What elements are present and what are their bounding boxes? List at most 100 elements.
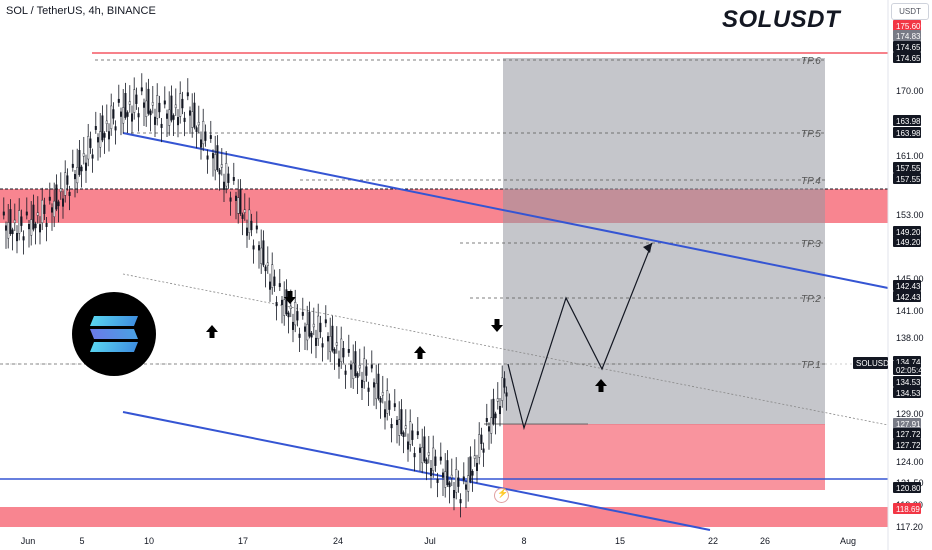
candle-body bbox=[260, 247, 263, 264]
candle-body bbox=[453, 490, 456, 499]
candle-body bbox=[218, 169, 221, 175]
candle-body bbox=[94, 126, 97, 130]
price-label-text: 163.98 bbox=[896, 129, 921, 138]
candle-body bbox=[147, 88, 150, 114]
candle-body bbox=[264, 266, 267, 272]
candle-body bbox=[411, 430, 414, 440]
candle-body bbox=[315, 337, 318, 346]
price-label-text: 163.98 bbox=[896, 117, 921, 126]
candle-body bbox=[255, 225, 258, 230]
time-tick-label: Jun bbox=[21, 536, 36, 546]
candle-body bbox=[402, 432, 405, 437]
candle-body bbox=[398, 419, 401, 436]
candle-body bbox=[197, 121, 200, 126]
candle-body bbox=[195, 127, 198, 132]
price-tick-label: 145.00 bbox=[896, 274, 924, 284]
candle-body bbox=[439, 456, 442, 461]
candle-body bbox=[448, 482, 451, 488]
candle-body bbox=[174, 104, 177, 108]
candle-body bbox=[482, 448, 485, 453]
candle-body bbox=[80, 166, 83, 172]
candle-body bbox=[20, 216, 23, 226]
candle-body bbox=[239, 189, 242, 214]
candle-body bbox=[18, 210, 21, 234]
price-tick-label: 129.00 bbox=[896, 409, 924, 419]
candle-body bbox=[335, 342, 338, 346]
candle-body bbox=[9, 209, 12, 234]
candle-body bbox=[110, 105, 113, 129]
candle-body bbox=[496, 398, 499, 402]
candle-body bbox=[358, 365, 361, 369]
candle-body bbox=[149, 110, 152, 116]
candle-body bbox=[432, 447, 435, 471]
candle-body bbox=[202, 120, 205, 145]
candle-body bbox=[308, 311, 311, 337]
candle-body bbox=[419, 447, 422, 453]
candle-body bbox=[377, 373, 380, 399]
candle-body bbox=[296, 311, 299, 321]
candle-body bbox=[379, 398, 382, 403]
candle-body bbox=[490, 417, 493, 434]
candle-body bbox=[459, 499, 462, 504]
candle-body bbox=[64, 172, 67, 196]
price-label-tag bbox=[893, 439, 921, 450]
candle-body bbox=[39, 224, 42, 233]
candle-body bbox=[168, 109, 171, 126]
price-label-tag bbox=[893, 115, 921, 126]
candle-body bbox=[176, 117, 179, 126]
candle-body bbox=[250, 220, 253, 231]
candle-body bbox=[269, 281, 272, 290]
candle-body bbox=[494, 413, 497, 419]
price-label-tag bbox=[893, 127, 921, 138]
candle-body bbox=[292, 321, 295, 330]
candle-body bbox=[462, 476, 465, 481]
candle-body bbox=[396, 419, 399, 426]
candle-body bbox=[206, 155, 209, 160]
price-label-text: 02:05:40 bbox=[896, 366, 928, 375]
candle-body bbox=[384, 409, 387, 418]
candle-body bbox=[91, 154, 94, 159]
candle-body bbox=[356, 373, 359, 378]
candle-body bbox=[124, 93, 127, 118]
candle-body bbox=[317, 315, 320, 339]
candle-body bbox=[68, 191, 71, 196]
price-label-text: 142.43 bbox=[896, 293, 921, 302]
price-label-text: 157.55 bbox=[896, 164, 921, 173]
price-label-text: 142.43 bbox=[896, 282, 921, 291]
lightning-icon[interactable] bbox=[494, 488, 509, 503]
candle-body bbox=[434, 456, 437, 466]
time-tick-label: 24 bbox=[333, 536, 343, 546]
candle-body bbox=[183, 117, 186, 122]
candle-body bbox=[53, 200, 56, 217]
candle-body bbox=[28, 223, 31, 230]
candle-body bbox=[278, 283, 281, 288]
candle-body bbox=[179, 93, 182, 117]
price-label-tag bbox=[893, 173, 921, 184]
down-arrow-icon bbox=[284, 291, 296, 304]
solana-logo-icon bbox=[72, 292, 156, 376]
candle-body bbox=[273, 276, 276, 286]
candle-body bbox=[478, 434, 481, 458]
candle-body bbox=[289, 305, 292, 310]
candle-body bbox=[34, 223, 37, 229]
candle-body bbox=[365, 366, 368, 376]
time-tick-label: 8 bbox=[521, 536, 526, 546]
price-label-tag bbox=[893, 291, 921, 302]
candle-body bbox=[425, 459, 428, 464]
candle-body bbox=[142, 102, 145, 108]
candle-body bbox=[55, 184, 58, 210]
candle-body bbox=[220, 164, 223, 168]
candle-body bbox=[112, 109, 115, 119]
candle-body bbox=[505, 392, 508, 397]
candle-body bbox=[492, 398, 495, 424]
candle-body bbox=[252, 245, 255, 250]
candle-body bbox=[421, 447, 424, 464]
candle-body bbox=[446, 460, 449, 486]
currency-button[interactable]: USDT bbox=[891, 3, 929, 20]
price-label-text: 134.74 bbox=[896, 358, 921, 367]
up-arrow-icon bbox=[595, 379, 607, 392]
candle-body bbox=[126, 112, 129, 117]
candle-body bbox=[404, 425, 407, 429]
candle-body bbox=[188, 110, 191, 116]
